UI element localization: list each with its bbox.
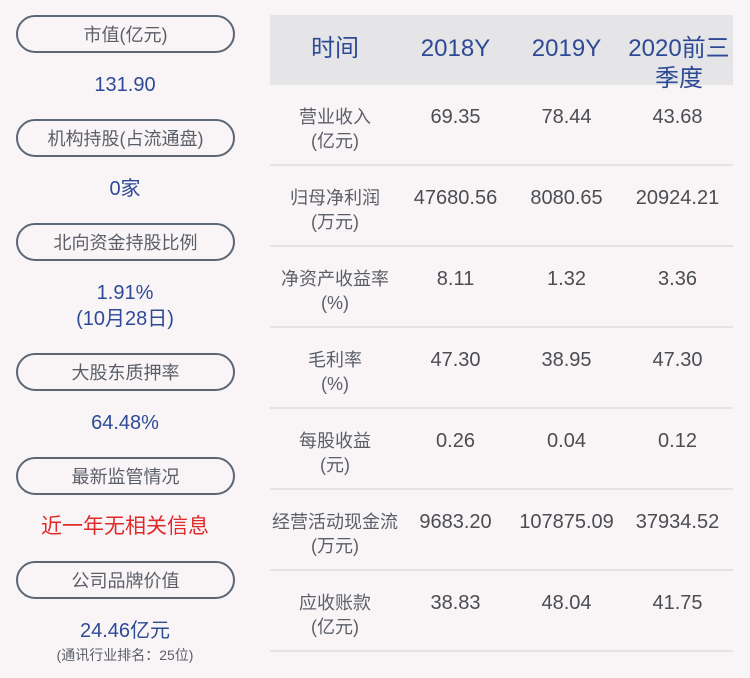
cell-2019: 38.95 [541,349,592,371]
header-2020q3: 2020前三 季度 [622,34,736,94]
table-header: 时间 2018Y 2019Y 2020前三 季度 [270,15,733,92]
cell-2019: 107875.09 [519,511,614,533]
row-label: 每股收益 (元) [299,431,371,475]
market-cap-value: 131.90 [94,74,156,96]
table-row: 经营活动现金流 (万元) 9683.20 107875.09 37934.52 [270,490,733,571]
table-row: 净资产收益率 (%) 8.11 1.32 3.36 [270,247,733,328]
table-row: 毛利率 (%) 47.30 38.95 47.30 [270,328,733,409]
row-label: 经营活动现金流 (万元) [272,512,398,556]
cell-2018: 47.30 [430,349,481,371]
cell-2020q3: 37934.52 [635,511,720,533]
row-label: 营业收入 (亿元) [299,107,371,151]
cell-2018: 47680.56 [413,187,498,209]
regulatory-status-value: 近一年无相关信息 [41,515,209,538]
table-row: 每股收益 (元) 0.26 0.04 0.12 [270,409,733,490]
cell-2020q3: 0.12 [658,430,697,452]
cell-2018: 8.11 [436,268,475,290]
header-2020q3-line1: 2020前三 [628,35,730,62]
regulatory-status-label: 最新监管情况 [16,457,235,495]
cell-2019: 8080.65 [530,187,603,209]
pledge-ratio-value: 64.48% [91,412,159,434]
northbound-ratio-value: 1.91% [96,282,154,304]
northbound-ratio-date: (10月28日) [76,308,174,330]
row-label: 应收账款 (亿元) [299,593,371,637]
cell-2019: 1.32 [547,268,586,290]
header-2020q3-line2: 季度 [655,65,703,92]
row-label: 归母净利润 (万元) [290,188,380,232]
cell-2020q3: 3.36 [658,268,697,290]
brand-value-label: 公司品牌价值 [16,561,235,599]
header-time: 时间 [311,35,359,62]
cell-2018: 69.35 [430,106,481,128]
row-label: 净资产收益率 (%) [281,269,389,313]
table-row: 营业收入 (亿元) 69.35 78.44 43.68 [270,85,733,166]
header-2018: 2018Y [420,35,491,62]
header-2019: 2019Y [531,35,602,62]
cell-2019: 0.04 [547,430,586,452]
cell-2019: 48.04 [541,592,592,614]
institutional-holdings-value: 0家 [109,178,141,200]
northbound-ratio-label: 北向资金持股比例 [16,223,235,261]
cell-2020q3: 43.68 [652,106,703,128]
row-label: 毛利率 (%) [308,350,362,394]
brand-value-rank-note: (通讯行业排名：25位) [56,647,194,663]
institutional-holdings-label: 机构持股(占流通盘) [16,119,235,157]
cell-2018: 0.26 [436,430,475,452]
cell-2018: 9683.20 [419,511,492,533]
table-row: 归母净利润 (万元) 47680.56 8080.65 20924.21 [270,166,733,247]
cell-2018: 38.83 [430,592,481,614]
brand-value-value: 24.46亿元 [79,620,171,642]
pledge-ratio-label: 大股东质押率 [16,353,235,391]
cell-2020q3: 47.30 [652,349,703,371]
cell-2020q3: 41.75 [652,592,703,614]
cell-2020q3: 20924.21 [635,187,720,209]
table-row: 应收账款 (亿元) 38.83 48.04 41.75 [270,571,733,652]
cell-2019: 78.44 [541,106,592,128]
market-cap-label: 市值(亿元) [16,15,235,53]
